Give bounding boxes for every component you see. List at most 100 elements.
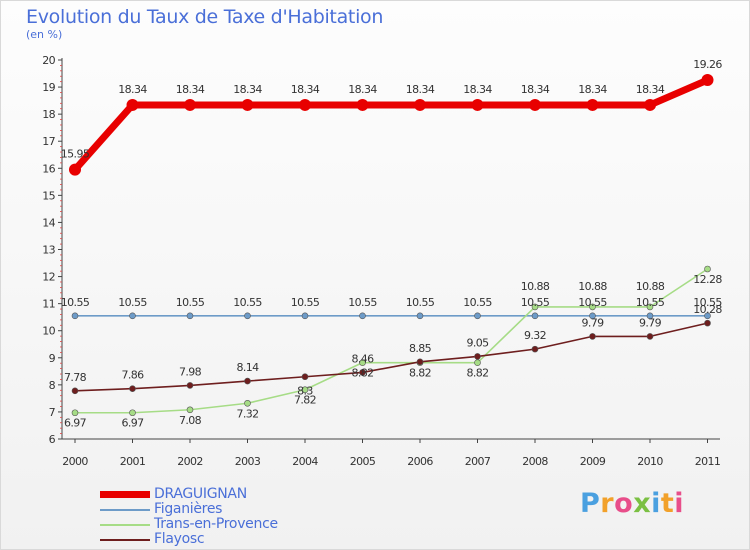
- x-tick-label: 2003: [235, 455, 261, 468]
- data-label: 7.08: [179, 414, 202, 427]
- data-point: [186, 382, 194, 389]
- data-label: 18.34: [233, 83, 262, 96]
- data-point: [646, 333, 654, 340]
- data-point: [129, 312, 136, 320]
- data-point: [129, 385, 136, 392]
- data-label: 8.82: [466, 367, 488, 380]
- y-tick-label: 12: [42, 271, 55, 284]
- legend: DRAGUIGNAN Figanières Trans-en-Provence …: [100, 487, 278, 547]
- y-tick-label: 19: [42, 81, 55, 94]
- legend-item-figanieres: Figanières: [100, 502, 278, 517]
- data-point: [704, 319, 711, 327]
- series-line-trans-en-provence: [74, 268, 709, 414]
- data-point: [586, 98, 599, 111]
- legend-label-trans-en-provence: Trans-en-Provence: [154, 516, 278, 532]
- data-point: [71, 387, 79, 395]
- legend-swatch-flayosc: [100, 538, 150, 541]
- x-tick-label: 2000: [62, 455, 88, 468]
- data-point: [416, 312, 424, 320]
- data-point: [244, 399, 251, 407]
- y-tick-label: 14: [42, 216, 55, 229]
- y-tick-label: 11: [42, 298, 55, 311]
- data-label: 7.78: [64, 371, 87, 384]
- data-label: 9.05: [466, 336, 489, 349]
- data-label: 18.34: [118, 83, 147, 96]
- data-point: [589, 303, 596, 311]
- data-label: 9.79: [581, 316, 604, 329]
- data-point: [531, 312, 539, 320]
- legend-label-draguignan: DRAGUIGNAN: [154, 486, 247, 502]
- series-line-flayosc: [74, 322, 709, 392]
- data-label: 10.55: [521, 296, 550, 309]
- data-label: 7.98: [179, 365, 202, 378]
- data-point: [126, 98, 139, 111]
- data-point: [301, 312, 309, 320]
- x-tick-label: 2009: [580, 455, 606, 468]
- data-point: [646, 303, 654, 311]
- data-point: [589, 333, 596, 340]
- data-label: 8.46: [351, 352, 374, 365]
- data-point: [356, 98, 369, 111]
- data-point: [474, 353, 481, 360]
- data-point: [644, 98, 656, 111]
- data-label: 8.3: [297, 385, 313, 398]
- x-tick-label: 2010: [637, 455, 663, 468]
- data-label: 10.28: [693, 303, 722, 316]
- logo-letter: x: [633, 488, 652, 519]
- data-point: [241, 98, 254, 111]
- data-label: 7.86: [121, 369, 144, 382]
- chart-subtitle: (en %): [26, 28, 63, 41]
- legend-item-trans-en-provence: Trans-en-Provence: [100, 517, 278, 532]
- data-point: [71, 312, 79, 320]
- data-point: [71, 409, 79, 417]
- y-tick-label: 16: [42, 162, 55, 175]
- logo-letter: i: [651, 488, 661, 519]
- logo-letter: P: [580, 488, 601, 519]
- x-tick-label: 2008: [522, 455, 548, 468]
- y-tick-label: 20: [42, 54, 55, 67]
- data-point: [299, 98, 311, 111]
- data-label: 7.82: [294, 394, 316, 407]
- data-point: [646, 312, 654, 320]
- legend-item-flayosc: Flayosc: [100, 532, 278, 547]
- data-point: [359, 369, 366, 376]
- y-tick-label: 6: [49, 433, 56, 446]
- data-label: 18.34: [176, 83, 205, 96]
- data-point: [416, 358, 424, 366]
- data-point: [301, 386, 309, 394]
- legend-item-draguignan: DRAGUIGNAN: [100, 487, 278, 502]
- legend-label-flayosc: Flayosc: [154, 531, 205, 547]
- data-label: 10.55: [578, 296, 607, 309]
- data-point: [474, 359, 481, 366]
- data-point: [701, 74, 714, 87]
- y-tick-label: 15: [42, 189, 55, 202]
- data-label: 18.34: [406, 83, 435, 96]
- data-label: 10.55: [61, 296, 90, 309]
- data-point: [244, 312, 251, 320]
- logo-letter: r: [600, 488, 615, 519]
- data-label: 10.88: [578, 280, 607, 293]
- data-point: [471, 98, 484, 111]
- data-label: 10.55: [463, 296, 492, 309]
- data-label: 10.55: [176, 296, 205, 309]
- data-point: [129, 409, 136, 417]
- data-label: 9.32: [524, 329, 546, 342]
- data-label: 10.55: [233, 296, 262, 309]
- legend-swatch-draguignan: [100, 491, 150, 498]
- data-label: 10.55: [406, 296, 435, 309]
- x-tick-label: 2011: [695, 455, 721, 468]
- data-point: [69, 163, 81, 176]
- data-label: 18.34: [636, 83, 665, 96]
- data-point: [414, 98, 426, 111]
- proxiti-logo: Proxiti: [580, 488, 684, 519]
- data-label: 18.34: [291, 83, 320, 96]
- data-label: 18.34: [521, 83, 550, 96]
- logo-letter: i: [674, 488, 685, 519]
- logo-letter: o: [614, 488, 634, 519]
- data-point: [704, 265, 711, 273]
- y-tick-label: 10: [42, 325, 55, 338]
- series-line-draguignan: [71, 76, 711, 174]
- x-tick-label: 2001: [120, 455, 146, 468]
- data-label: 6.97: [121, 417, 144, 430]
